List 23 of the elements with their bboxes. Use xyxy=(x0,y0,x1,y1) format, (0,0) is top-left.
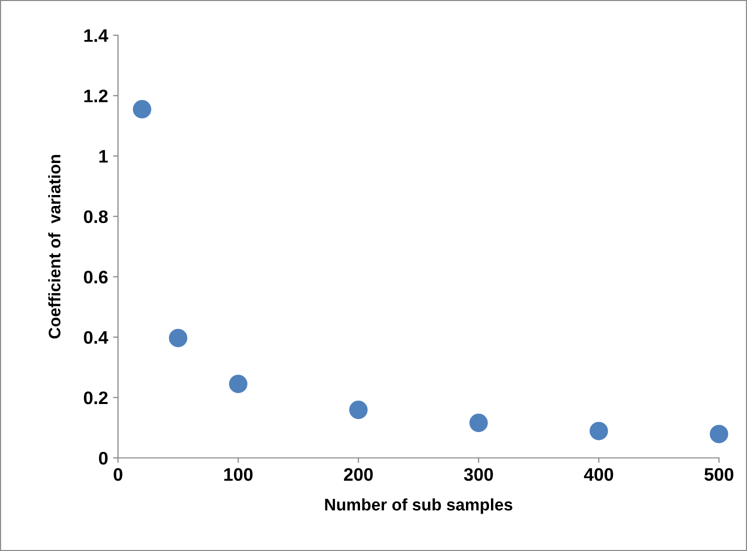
y-tick-label: 0.8 xyxy=(84,210,108,224)
x-axis-title: Number of sub samples xyxy=(325,498,512,514)
y-tick-label: 1 xyxy=(99,150,108,163)
y-tick-label: 0.4 xyxy=(84,331,108,344)
y-axis-title: Coefficient of variation xyxy=(48,154,60,338)
x-tick-label: 300 xyxy=(464,468,493,481)
x-tick-label: 200 xyxy=(344,468,373,481)
point xyxy=(168,328,188,348)
point xyxy=(590,422,608,440)
point xyxy=(132,100,152,118)
point xyxy=(349,400,368,420)
point xyxy=(710,424,728,444)
y-tick-label: 0.2 xyxy=(84,391,108,404)
y-tick-label: 0.6 xyxy=(84,270,108,284)
y-tick-label: 1.4 xyxy=(84,29,108,42)
x-tick-label: 500 xyxy=(704,468,734,481)
x-tick-label: 0 xyxy=(114,468,122,481)
point xyxy=(229,374,248,394)
y-tick-label: 0 xyxy=(98,452,108,465)
x-tick-label: 100 xyxy=(224,468,253,481)
x-tick-label: 400 xyxy=(584,468,614,481)
y-tick-label: 1.2 xyxy=(84,90,108,102)
point xyxy=(469,414,488,432)
